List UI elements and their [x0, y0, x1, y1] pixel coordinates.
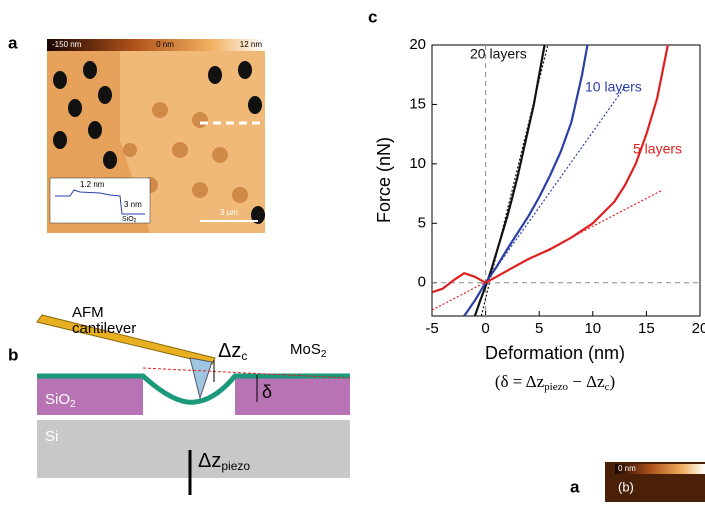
y-tick-label: 15: [409, 95, 426, 112]
equation: ): [609, 372, 615, 391]
label: Δz: [198, 450, 221, 472]
sio2: [37, 378, 143, 415]
afm-pits: [53, 61, 265, 224]
mos2: [37, 373, 350, 405]
series-label: 20 layers: [470, 46, 527, 62]
inset-label: 2: [134, 218, 137, 224]
label: Δz: [218, 340, 241, 362]
tip: [189, 357, 213, 400]
equation: piezo: [544, 381, 568, 393]
plot-frame: [431, 44, 701, 317]
label: MoS2: [290, 341, 327, 360]
si: [37, 420, 350, 478]
series-line: [432, 45, 669, 294]
label: AFM: [72, 304, 104, 321]
label: Si: [45, 428, 58, 445]
label: Δzc: [218, 340, 247, 363]
thumb-label: 0 nm: [618, 464, 636, 473]
series-line: [473, 45, 546, 316]
label: δ: [262, 382, 272, 402]
inset-label: 1.2 nm: [80, 180, 105, 189]
equation: (δ = Δzpiezo − Δzc): [495, 372, 615, 393]
x-axis-label: Deformation (nm): [485, 343, 625, 363]
label: 2: [321, 349, 327, 360]
ref-line: [142, 367, 351, 379]
colorbar-label: -150 nm: [52, 40, 82, 49]
colorbar-label: 12 nm: [240, 40, 263, 49]
plot-area: [432, 45, 700, 316]
x-tick-label: -5: [425, 320, 438, 337]
colorbar: [47, 39, 265, 51]
x-tick-label: 10: [584, 320, 601, 337]
label: SiO: [45, 391, 70, 408]
y-axis-label: Force (nN): [374, 137, 394, 223]
scale-label: 3 µm: [220, 208, 238, 217]
inset-label: SiO: [122, 216, 134, 223]
panel-label: a: [8, 33, 18, 52]
label: cantilever: [72, 320, 136, 337]
series-label: 10 layers: [585, 79, 642, 95]
label: Δzpiezo: [198, 450, 250, 473]
equation: − Δz: [568, 372, 605, 391]
fit-line: [485, 86, 626, 284]
panel-label: c: [368, 7, 377, 26]
label: piezo: [221, 459, 250, 473]
label: 2: [70, 399, 76, 410]
inset: [49, 177, 151, 224]
panel-label: a: [570, 477, 580, 496]
thumb-bar: [615, 464, 705, 474]
inset-label: 3 nm: [124, 200, 142, 209]
x-tick-label: 0: [481, 320, 489, 337]
thumb-label: (b): [618, 479, 634, 494]
series-label: 5 layers: [633, 141, 682, 157]
series-line: [463, 45, 589, 316]
x-tick-label: 20: [692, 320, 705, 337]
y-tick-label: 20: [409, 36, 426, 53]
x-tick-label: 15: [638, 320, 655, 337]
inset-label: SiO2: [122, 216, 137, 224]
equation: c: [605, 381, 610, 393]
cantilever: [36, 314, 216, 365]
sio2: [235, 378, 350, 415]
label: SiO2: [45, 391, 76, 410]
y-tick-label: 10: [409, 155, 426, 172]
equation: (δ = Δz: [495, 372, 545, 391]
x-tick-label: 5: [535, 320, 543, 337]
label: MoS: [290, 341, 321, 358]
panel-label: b: [8, 345, 18, 364]
colorbar-label: 0 nm: [156, 40, 174, 49]
inset-profile: [55, 189, 145, 215]
y-tick-label: 0: [418, 274, 426, 291]
label: c: [241, 349, 247, 363]
y-tick-label: 5: [418, 214, 426, 231]
